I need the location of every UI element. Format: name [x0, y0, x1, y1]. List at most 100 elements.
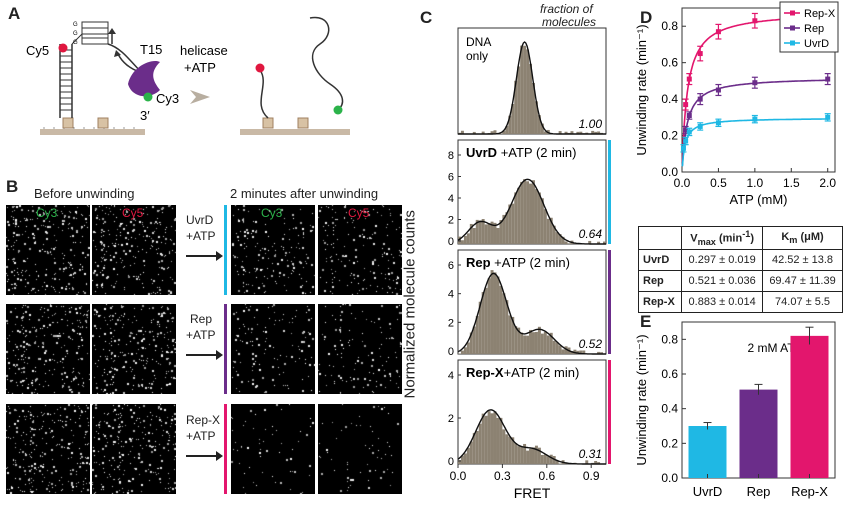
- kinetics-plot: 0.0 0.5 1.0 1.5 2.0 0.0 0.2 0.4 0.6 0.8 ATP (mM) Un…: [634, 1, 839, 207]
- fit-curve: [458, 41, 606, 135]
- category-label: Rep-X: [791, 484, 828, 499]
- panel-a-label: A: [8, 4, 21, 23]
- process-arrow: [190, 90, 210, 104]
- table-cell-vmax: 0.297 ± 0.019: [681, 248, 764, 271]
- histogram-bar: [481, 413, 485, 464]
- histogram-bar: [478, 301, 482, 354]
- histogram-bar: [579, 131, 583, 134]
- histogram-bar: [532, 332, 535, 354]
- histogram-bar: [514, 326, 518, 354]
- histogram-bar: [502, 130, 506, 134]
- histogram-bar: [484, 287, 488, 354]
- surface-left: [40, 129, 145, 135]
- histogram-bar: [511, 203, 515, 244]
- table-row: Rep 0.521 ± 0.036 69.47 ± 11.39: [637, 269, 843, 292]
- y-tick-label: 2: [448, 317, 454, 329]
- histogram-bar: [579, 350, 583, 354]
- bar-uvrd: [688, 426, 727, 478]
- legend-label: Rep-X: [804, 8, 836, 20]
- x-tick-label: 2.0: [819, 176, 836, 190]
- histogram-bar: [517, 187, 521, 244]
- table-cell-km: 69.47 ± 11.39: [762, 269, 843, 292]
- histogram-bar: [458, 460, 461, 464]
- histogram-bar: [484, 224, 488, 244]
- histogram-bar: [543, 131, 547, 134]
- micrograph-image: [318, 304, 402, 394]
- bar-chart: 0.0 0.2 0.4 0.6 0.8 Unwinding rate (min⁻¹) 2 m…: [634, 321, 836, 499]
- data-point: [825, 114, 831, 120]
- histogram-bar: [591, 130, 595, 134]
- cy3-channel-label: Cy3: [36, 206, 58, 220]
- histogram-bar: [546, 218, 550, 244]
- bar-rep: [739, 389, 778, 478]
- table-header-vmax: Vmax (min-1): [681, 226, 764, 250]
- histogram-bar: [508, 315, 512, 354]
- y-tick-label: 0.0: [661, 165, 678, 179]
- histogram-label: UvrD +ATP (2 min): [466, 145, 576, 160]
- histogram-bar: [502, 214, 506, 244]
- cy3-channel-label: Cy3: [261, 206, 283, 220]
- histogram-bar: [502, 429, 506, 464]
- data-point: [683, 138, 689, 144]
- y-tick-label: 8: [448, 150, 454, 162]
- y-tick-label: 0: [448, 346, 454, 358]
- label-cy3: Cy3: [156, 91, 179, 106]
- row2-color-bar: [224, 304, 227, 394]
- histogram-bar: [469, 223, 473, 244]
- histogram-bar: [490, 413, 494, 464]
- micrograph-image: [6, 404, 90, 494]
- y-tick-label: 2: [448, 215, 454, 227]
- fraction-value: 0.31: [579, 447, 602, 461]
- cy3-dye: [143, 92, 153, 102]
- histogram-bar: [549, 217, 553, 244]
- micrograph-image: [92, 205, 176, 295]
- legend-marker: [790, 25, 795, 31]
- data-point: [686, 113, 692, 119]
- histogram-bar: [576, 131, 580, 134]
- histogram-bar: [493, 222, 497, 244]
- x-tick-label: 0.3: [494, 469, 511, 483]
- table-cell-vmax: 0.883 ± 0.014: [681, 290, 764, 313]
- histogram-bar: [529, 448, 532, 464]
- histogram-bar: [472, 432, 476, 464]
- cy5-channel-label: Cy5: [348, 206, 370, 220]
- helicase-shape: [128, 60, 160, 97]
- histogram-bar: [469, 332, 473, 354]
- histogram-bar: [561, 236, 565, 244]
- micrograph-image: [6, 205, 90, 295]
- label-helicase: helicase: [180, 43, 228, 58]
- panel-c-ylabel: Normalized molecule counts: [401, 210, 419, 399]
- histogram-bar: [537, 326, 541, 354]
- neutravidin-1: [62, 117, 74, 129]
- histogram-bar: [463, 347, 467, 354]
- y-axis-label: Unwinding rate (min⁻¹): [634, 334, 649, 465]
- y-tick-label: 4: [448, 370, 454, 382]
- label-cy5: Cy5: [26, 43, 49, 58]
- histogram-bar: [564, 241, 568, 244]
- legend-label: UvrD: [804, 38, 829, 50]
- histogram-bar: [555, 342, 559, 354]
- category-label: Rep: [747, 484, 771, 499]
- histogram-bar: [520, 446, 524, 464]
- legend-label: Rep: [804, 23, 824, 35]
- table-row-label: UvrD: [637, 248, 683, 271]
- table-corner: [637, 226, 683, 250]
- histogram-bar: [540, 333, 544, 354]
- histogram-bar: [523, 335, 527, 354]
- histogram-bar: [487, 223, 491, 244]
- histogram-bar: [549, 454, 553, 464]
- histogram-bar: [597, 131, 601, 134]
- data-point: [683, 127, 689, 133]
- histogram-bar: [576, 350, 580, 354]
- data-point: [752, 80, 758, 86]
- histogram-bar: [481, 291, 485, 354]
- data-point: [697, 96, 703, 102]
- product-strand-2: [309, 16, 344, 111]
- histogram-bar: [546, 456, 550, 464]
- histogram-bar: [594, 131, 598, 134]
- histogram-bar: [469, 441, 473, 464]
- g-letter-1: G: [73, 22, 78, 28]
- table-row: Rep-X 0.883 ± 0.014 74.07 ± 5.5: [637, 290, 843, 313]
- histogram-bar: [511, 437, 515, 464]
